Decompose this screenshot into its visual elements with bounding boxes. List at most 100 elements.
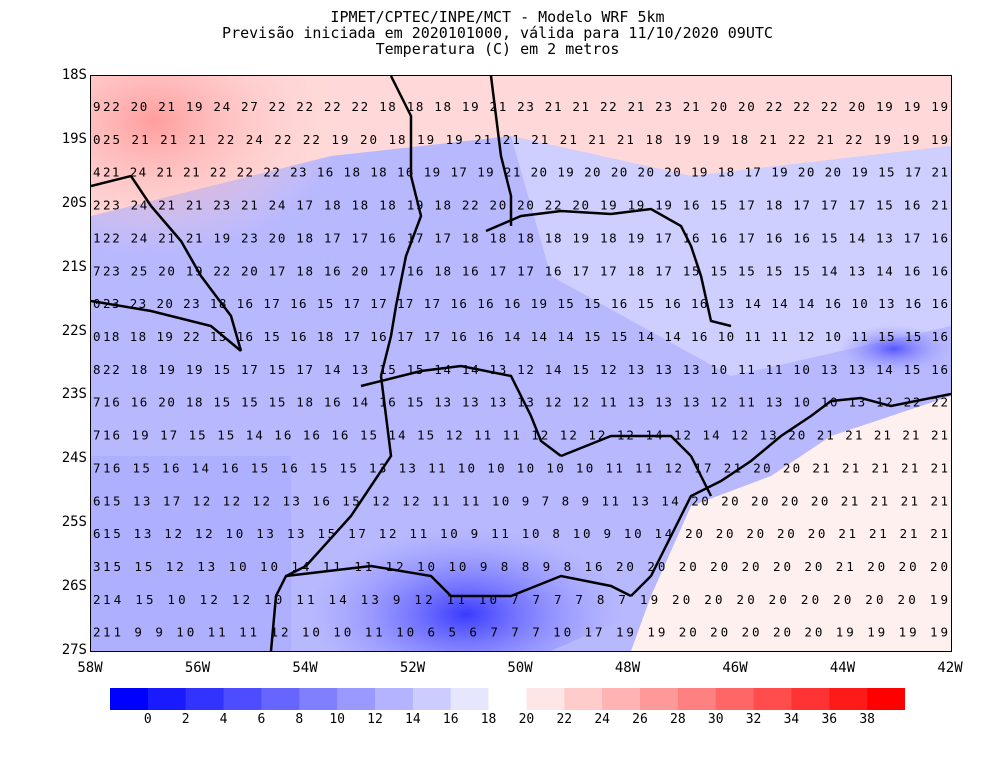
grid-value-first-col: 7 — [93, 263, 101, 278]
colorbar-label: 32 — [745, 712, 762, 727]
coastline — [630, 392, 951, 597]
colorbar-swatch — [564, 688, 603, 710]
lon-label: 54W — [292, 660, 318, 676]
colorbar-swatch — [261, 688, 300, 710]
colorbar-label: 0 — [143, 712, 152, 727]
grid-value-row: 15 15 12 13 10 10 14 11 11 12 10 10 9 8 … — [103, 559, 948, 574]
ocean-region — [631, 396, 951, 651]
lon-label: 42W — [937, 660, 963, 676]
grid-value-first-col: 7 — [93, 395, 101, 410]
colorbar-label: 16 — [442, 712, 459, 727]
colorbar-label: 38 — [859, 712, 875, 727]
map-title-line-1: IPMET/CPTEC/INPE/MCT - Modelo WRF 5km — [330, 8, 665, 26]
colorbar-swatch — [412, 688, 452, 710]
colorbar-label: 8 — [295, 712, 304, 727]
colorbar-label: 14 — [405, 712, 421, 727]
grid-value-row: 15 13 12 12 10 13 13 15 17 12 11 10 9 11… — [103, 526, 948, 541]
colorbar-label: 34 — [783, 712, 800, 727]
lat-label: 26S — [61, 578, 87, 595]
grid-value-row: 25 21 21 21 22 24 22 22 19 20 18 19 19 2… — [103, 132, 948, 147]
state-border-9 — [91, 299, 242, 352]
lat-label: 24S — [61, 450, 87, 467]
map-title-line-3: Temperatura (C) em 2 metros — [375, 40, 620, 58]
colorbar-label: 20 — [518, 712, 535, 727]
lat-label: 22S — [61, 322, 87, 339]
grid-value-first-col: 6 — [93, 526, 101, 541]
lon-label: 52W — [399, 660, 426, 676]
grid-value-row: 23 23 20 23 18 16 17 16 15 17 17 17 17 1… — [103, 296, 948, 311]
lat-label: 18S — [61, 67, 87, 83]
colorbar-swatch — [867, 688, 905, 710]
state-border-4 — [360, 364, 562, 457]
grid-value-first-col: 2 — [93, 625, 101, 640]
colorbar — [110, 688, 905, 710]
grid-value-first-col: 2 — [93, 592, 101, 607]
grid-value-first-col: 4 — [93, 165, 101, 180]
state-border-3 — [269, 375, 393, 651]
colorbar-swatch — [753, 688, 792, 710]
colorbar-swatch — [640, 688, 679, 710]
colorbar-swatch — [791, 688, 830, 710]
colorbar-swatch — [488, 688, 527, 710]
colorbar-swatch — [337, 688, 376, 710]
lon-label: 50W — [507, 660, 533, 676]
colorbar-swatch — [450, 688, 490, 710]
grid-value-row: 15 13 17 12 12 12 13 16 15 12 12 11 11 1… — [103, 493, 948, 508]
lat-label: 19S — [61, 130, 87, 147]
colorbar-swatch — [185, 688, 225, 710]
grid-value-first-col: 0 — [93, 132, 101, 147]
grid-value-row: 22 20 21 19 24 27 22 22 22 22 18 18 18 1… — [103, 99, 948, 114]
lon-label: 44W — [829, 660, 856, 676]
colorbar-label: 2 — [181, 712, 190, 727]
grid-value-first-col: 7 — [93, 428, 101, 443]
grid-value-first-col: 0 — [93, 329, 101, 344]
colorbar-label: 18 — [480, 712, 497, 727]
colorbar-swatch — [829, 688, 868, 710]
grid-value-first-col: 0 — [93, 296, 101, 311]
lat-label: 21S — [61, 258, 87, 275]
coastal-cold-region — [691, 296, 951, 406]
grid-value-first-col: 3 — [93, 559, 101, 574]
grid-value-first-col: 7 — [93, 460, 101, 475]
grid-value-row: 22 24 21 21 19 23 20 18 17 17 16 17 17 1… — [103, 230, 948, 245]
lat-label: 23S — [61, 386, 87, 403]
state-border-2 — [379, 76, 423, 377]
grid-value-row: 23 24 21 21 23 21 24 17 18 18 18 19 18 2… — [103, 198, 948, 213]
grid-value-row: 18 18 19 22 15 16 15 16 18 17 16 17 17 1… — [103, 329, 948, 344]
colorbar-swatch — [526, 688, 565, 710]
lon-label: 46W — [722, 660, 748, 676]
colorbar-label: 30 — [707, 712, 724, 727]
colorbar-label: 12 — [367, 712, 383, 727]
borders — [91, 76, 951, 651]
map-title-line-2: Previsão iniciada em 2020101000, válida … — [222, 24, 773, 42]
lat-label: 20S — [61, 194, 87, 211]
colorbar-label: 4 — [219, 712, 228, 727]
colorbar-swatch — [223, 688, 262, 710]
grid-value-first-col: 6 — [93, 493, 101, 508]
grid-value-first-col: 1 — [93, 230, 101, 245]
temperature-map: 9 22 20 21 19 24 27 22 22 22 22 18 18 18 … — [90, 75, 952, 652]
colorbar-label: 10 — [329, 712, 345, 727]
colorbar-swatch — [715, 688, 755, 710]
colorbar-label: 36 — [821, 712, 838, 727]
grid-value-row: 21 24 21 21 22 22 22 23 16 18 18 16 19 1… — [103, 165, 948, 180]
grid-value-first-col: 2 — [93, 198, 101, 213]
grid-value-first-col: 8 — [93, 362, 101, 377]
colorbar-label: 22 — [556, 712, 573, 727]
colorbar-label: 6 — [257, 712, 266, 727]
state-border-7 — [489, 76, 513, 226]
state-border-1 — [91, 174, 243, 352]
colorbar-swatch — [677, 688, 717, 710]
lat-label: 27S — [61, 642, 87, 658]
colorbar-swatch — [602, 688, 641, 710]
lon-label: 48W — [614, 660, 641, 676]
state-border-6 — [485, 207, 732, 328]
map-canvas: 9 22 20 21 19 24 27 22 22 22 22 18 18 18 … — [91, 76, 951, 651]
colorbar-label: 28 — [670, 712, 686, 727]
state-border-5 — [285, 564, 632, 598]
northwest-warm-region — [91, 76, 511, 376]
lon-label: 56W — [184, 660, 211, 676]
grid-value-row: 14 15 10 12 12 10 11 14 13 9 12 11 10 7 … — [103, 592, 948, 607]
land-mask-south — [91, 456, 291, 651]
colorbar-swatch — [299, 688, 338, 710]
